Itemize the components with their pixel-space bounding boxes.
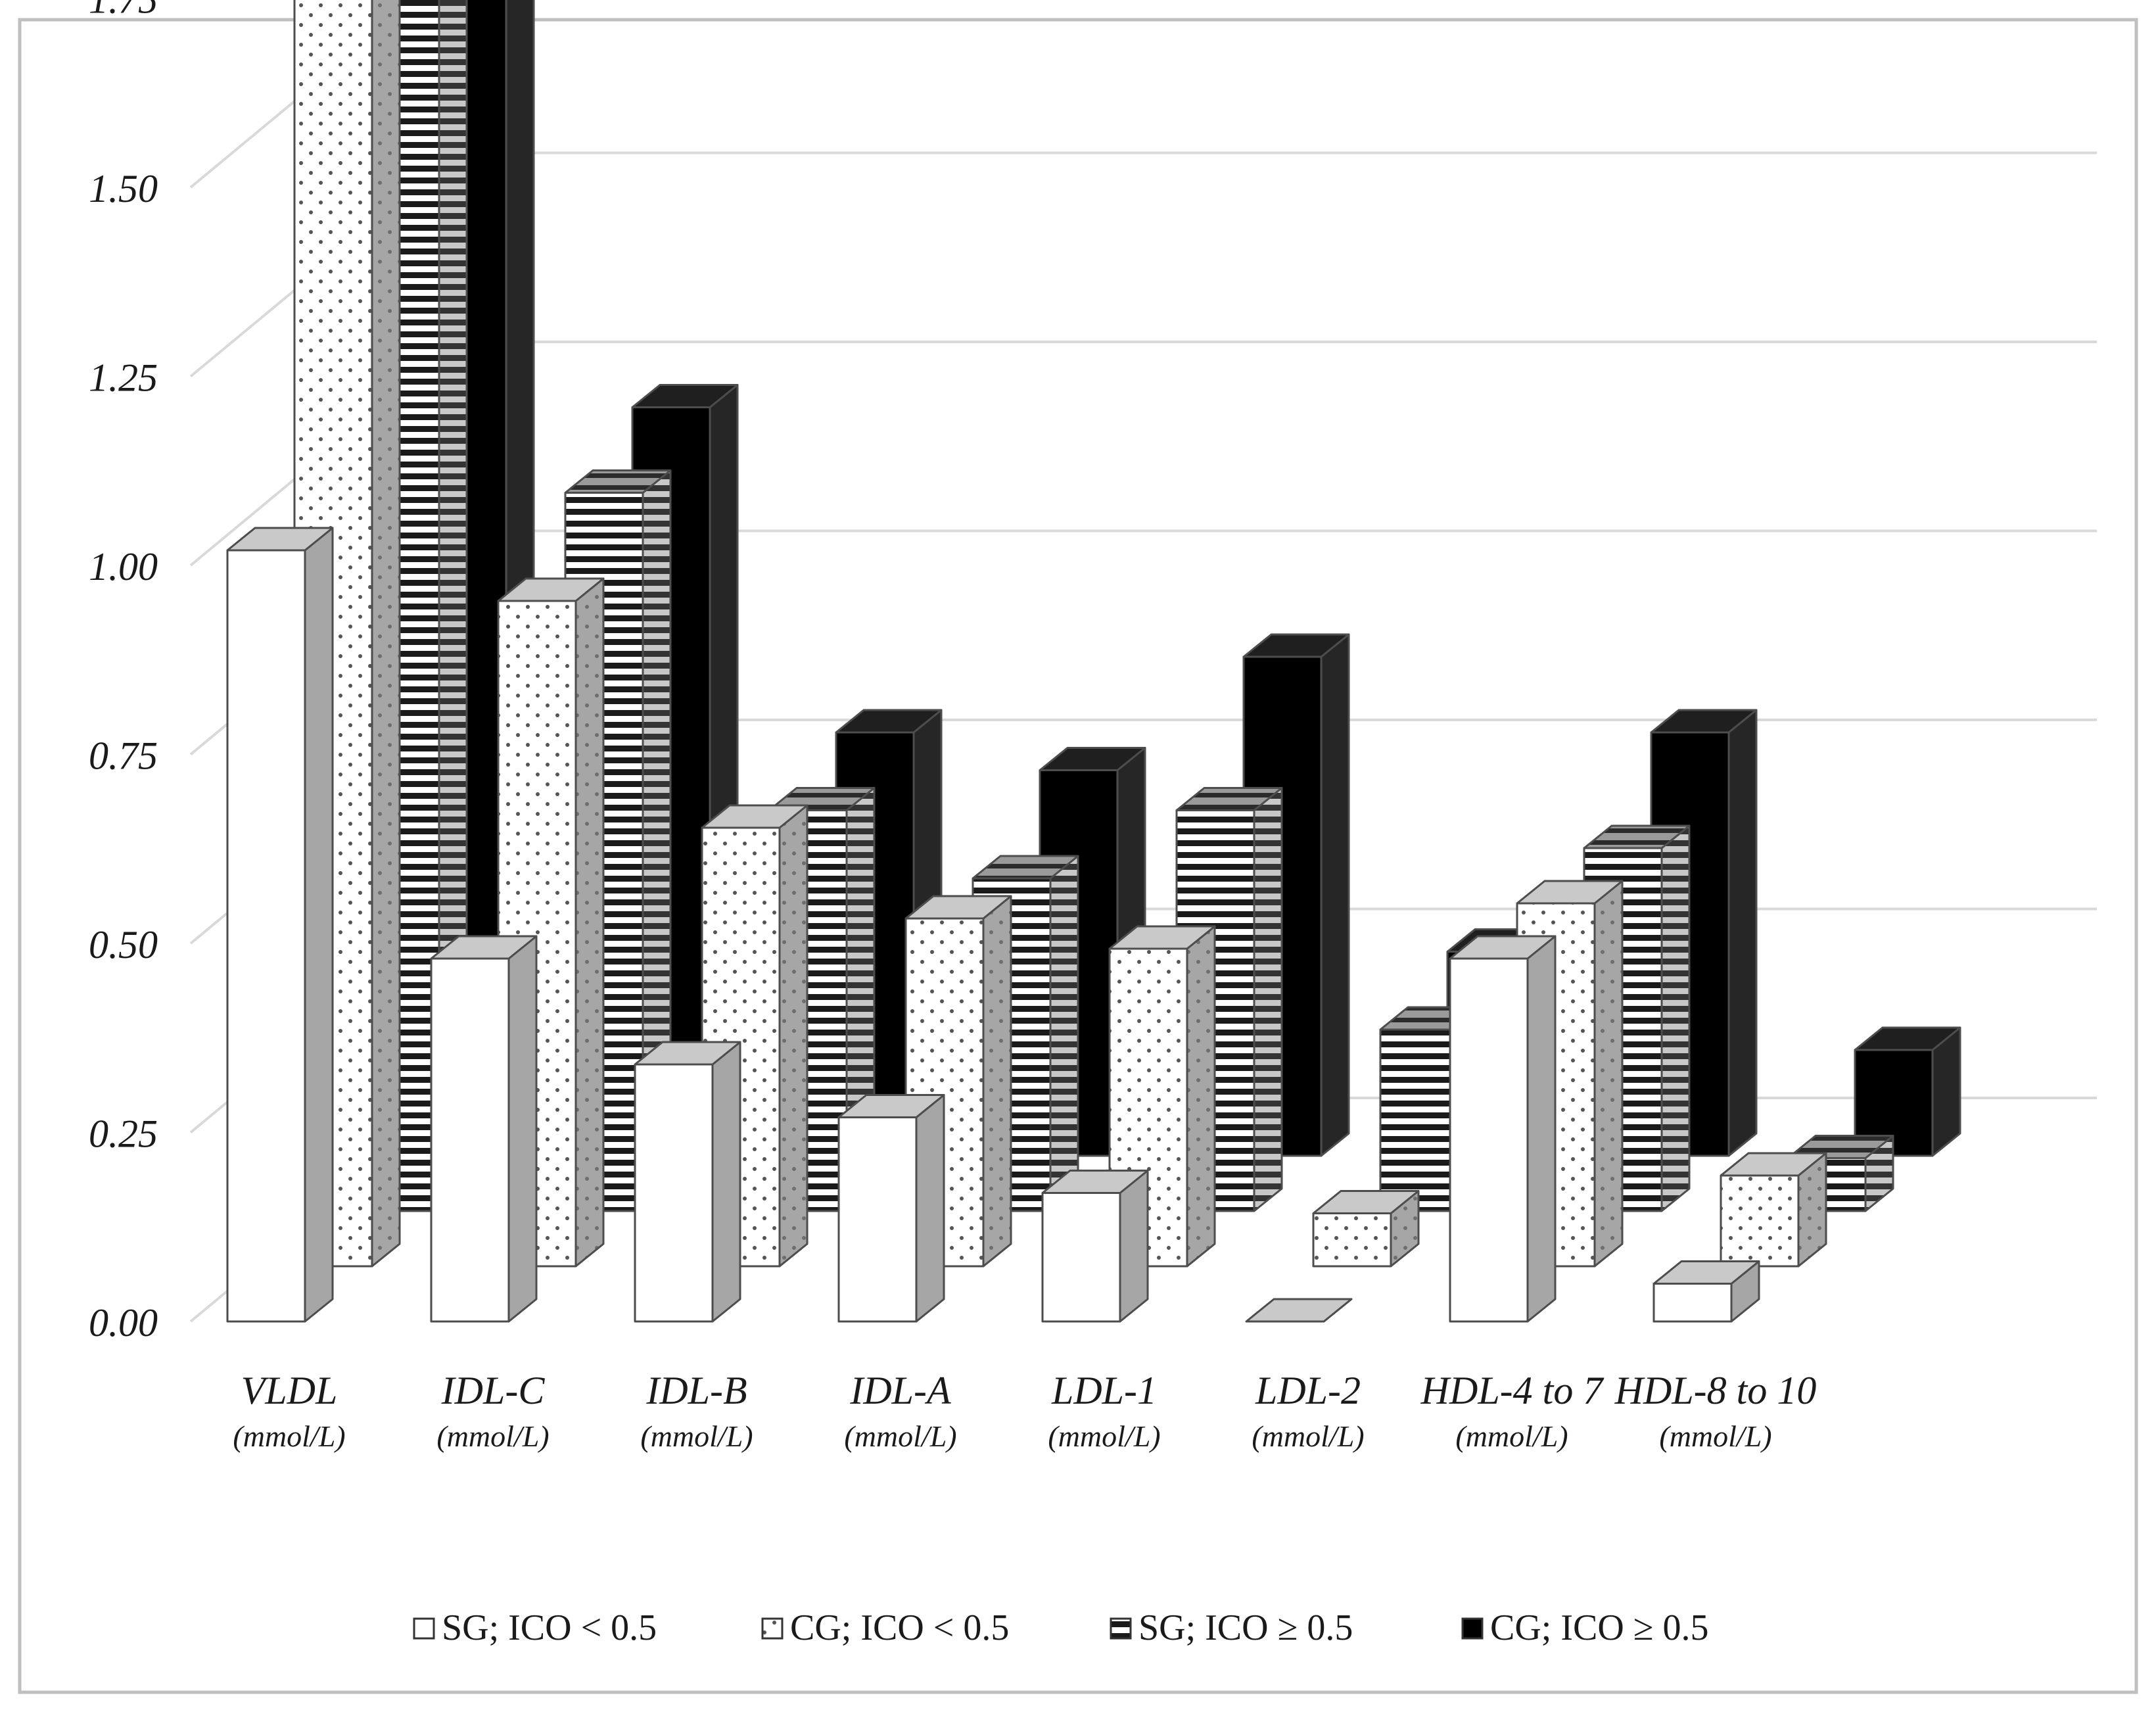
bar: [1720, 1152, 1827, 1268]
category-label: LDL-1: [1051, 1369, 1157, 1412]
category-label: LDL-2: [1255, 1369, 1361, 1412]
legend-swatch: [761, 1617, 784, 1640]
legend-swatch: [1110, 1617, 1132, 1640]
legend-item: SG; ICO ≥ 0.5: [1110, 1607, 1353, 1648]
category-label: IDL-B: [645, 1369, 747, 1412]
y-tick-label: 1.25: [89, 356, 158, 400]
legend-item: CG; ICO < 0.5: [761, 1607, 1009, 1648]
legend-swatch: [1461, 1617, 1484, 1640]
legend-item: SG; ICO < 0.5: [413, 1607, 657, 1648]
y-tick-label: 0.50: [89, 923, 158, 966]
y-tick-label: 1.00: [89, 545, 158, 588]
category-unit-label: (mmol/L): [1659, 1419, 1771, 1453]
y-tick-label: 0.25: [89, 1112, 158, 1156]
category-unit-label: (mmol/L): [436, 1419, 549, 1453]
y-tick-label: 0.00: [89, 1301, 158, 1344]
bars: [226, 0, 1961, 1323]
legend: SG; ICO < 0.5 CG; ICO < 0.5 SG; ICO ≥ 0.5 C…: [413, 1607, 1709, 1648]
category-label: HDL-4 to 7: [1420, 1369, 1605, 1412]
category-label: HDL-8 to 10: [1614, 1369, 1817, 1412]
gridline: [189, 0, 419, 189]
bar: [1652, 1260, 1760, 1323]
bar: [226, 527, 334, 1323]
legend-label: SG; ICO < 0.5: [442, 1607, 657, 1648]
bar: [634, 1041, 741, 1323]
legend-label: CG; ICO ≥ 0.5: [1490, 1607, 1709, 1648]
category-unit-label: (mmol/L): [844, 1419, 956, 1453]
category-labels: VLDL (mmol/L) IDL-C (mmol/L) IDL-B (mmol/L) ID…: [233, 1369, 1816, 1453]
legend-swatch: [413, 1617, 435, 1640]
legend-label: SG; ICO ≥ 0.5: [1138, 1607, 1353, 1648]
category-label: IDL-C: [441, 1369, 546, 1412]
category-unit-label: (mmol/L): [1455, 1419, 1568, 1453]
category-unit-label: (mmol/L): [1252, 1419, 1364, 1453]
y-tick-label: 1.50: [89, 167, 158, 210]
bar: [430, 935, 538, 1323]
category-unit-label: (mmol/L): [640, 1419, 753, 1453]
bar: [837, 1094, 945, 1323]
category-unit-label: (mmol/L): [1048, 1419, 1160, 1453]
category-unit-label: (mmol/L): [233, 1419, 345, 1453]
bar: [1245, 1298, 1353, 1323]
bar: [1449, 935, 1557, 1323]
y-tick-label: 0.75: [89, 734, 158, 778]
y-axis-ticks: 0.000.250.500.751.001.251.501.752.00: [89, 0, 158, 1344]
bar: [1041, 1170, 1149, 1323]
y-tick-label: 1.75: [89, 0, 158, 22]
category-label: IDL-A: [849, 1369, 951, 1412]
legend-item: CG; ICO ≥ 0.5: [1461, 1607, 1709, 1648]
category-label: VLDL: [241, 1369, 338, 1412]
bar: [1312, 1190, 1420, 1268]
legend-label: CG; ICO < 0.5: [790, 1607, 1009, 1648]
